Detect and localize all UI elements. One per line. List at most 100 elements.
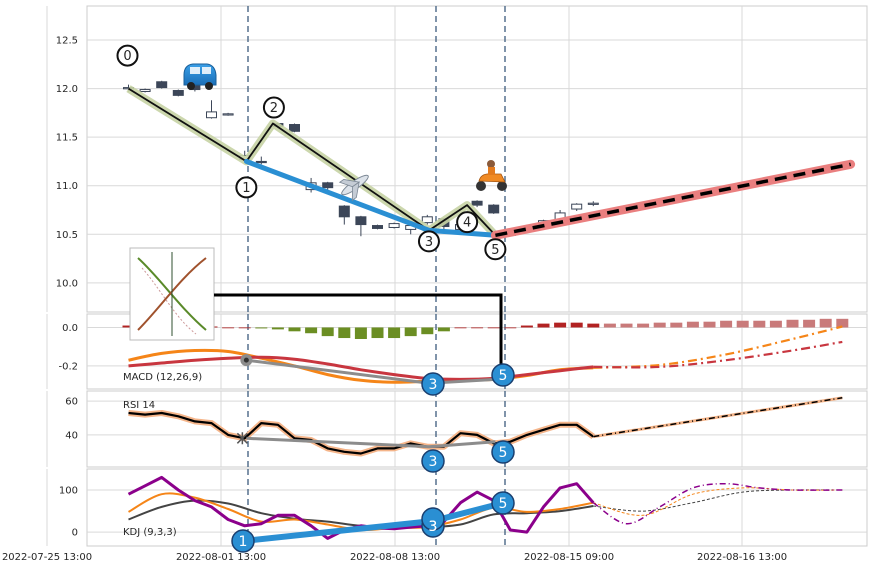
signal-forecast-line — [593, 340, 843, 369]
airplane-wing — [351, 181, 360, 202]
car-wheel — [205, 82, 213, 90]
macd-hist-bar — [736, 320, 749, 328]
candle-body — [421, 216, 433, 224]
macd-hist-bar — [255, 327, 268, 329]
macd-point-label: 5 — [499, 368, 508, 384]
macd-hist-bar — [321, 327, 334, 337]
panel-frame-rsi — [86, 390, 868, 468]
rsi-point-label: 3 — [429, 454, 438, 470]
macd-hist-bar — [603, 323, 616, 328]
macd-hist-bar — [753, 320, 766, 328]
rsi-point-marker — [421, 449, 445, 473]
kdj-j-forecast — [592, 482, 843, 525]
ytick-label-price: 12.0 — [56, 84, 78, 95]
macd-hist-bar — [836, 318, 849, 328]
macd-hist-bar — [803, 319, 816, 328]
candle-body — [139, 89, 151, 92]
zigzag-point-label: 5 — [491, 243, 499, 258]
kdj-point-label: 5 — [499, 496, 508, 512]
macd-hist-bar — [653, 322, 666, 328]
thumbnail-stroke — [141, 267, 197, 335]
ytick-label-price: 11.0 — [56, 181, 78, 192]
macd-hist-bar — [587, 323, 600, 328]
thumbnail-stroke — [137, 257, 207, 331]
signal-line — [128, 355, 594, 381]
xtick-label: 2022-08-16 13:00 — [697, 552, 787, 563]
macd-hist-bar — [703, 321, 716, 328]
macd-hist-bar — [122, 325, 135, 328]
scooter-body — [478, 173, 506, 183]
macd-hist-bar — [404, 327, 417, 337]
candle-body — [471, 200, 483, 206]
zigzag-point-marker — [116, 44, 139, 67]
macd-panel-label: MACD (12,26,9) — [123, 372, 202, 383]
macd-hist-bar — [670, 322, 683, 328]
rsi-point-label: 5 — [499, 445, 508, 461]
macd-hist-bar — [288, 327, 301, 332]
ytick-label-price: 12.5 — [56, 36, 78, 47]
zigzag-point-label: 3 — [425, 235, 433, 250]
macd-hist-bar — [222, 327, 235, 329]
panel-frame-price — [86, 5, 868, 313]
candle-body — [372, 225, 383, 229]
zigzag-point-marker — [262, 96, 285, 119]
macd-hist-bar — [305, 327, 318, 334]
macd-hist-bar — [620, 323, 633, 328]
rsi-point-marker — [491, 440, 515, 464]
candle-body — [338, 205, 350, 218]
candle-body — [488, 204, 500, 214]
candle-body — [587, 202, 599, 205]
ytick-label-price: 11.5 — [56, 133, 78, 144]
macd-hist-bar — [769, 320, 782, 328]
forecast-line — [495, 162, 851, 238]
kdj-point-marker — [231, 529, 255, 553]
rider-head — [487, 160, 495, 168]
macd-hist-bar — [238, 327, 251, 329]
rsi-star-marker — [236, 432, 248, 445]
kdj-point-label: 3 — [429, 519, 438, 535]
macd-hist-bar — [338, 327, 351, 339]
trend-path-blue — [243, 158, 498, 238]
candle-body — [289, 124, 300, 132]
macd-hist-bar — [554, 322, 567, 328]
kdj-k-forecast — [593, 487, 843, 516]
scooter-icon — [476, 160, 507, 191]
xtick-label: 2022-08-08 13:00 — [350, 552, 440, 563]
ytick-label-macd: 0.0 — [62, 323, 78, 334]
ytick-label-rsi: 40 — [65, 430, 78, 441]
zigzag-point-marker — [417, 230, 440, 253]
ytick-label-price: 10.0 — [56, 278, 78, 289]
candle-body — [571, 203, 583, 210]
macd-point-marker — [421, 372, 445, 396]
connector-line — [214, 293, 503, 375]
macd-hist-bar — [720, 320, 733, 328]
macd-point-label: 3 — [429, 377, 438, 393]
macd-hist-bar — [637, 323, 650, 328]
kdj-panel-label: KDJ (9,3,3) — [123, 527, 177, 538]
zigzag-point-marker — [235, 176, 258, 199]
zigzag-point-marker — [456, 211, 479, 234]
rider-torso — [488, 167, 495, 175]
macd-hist-bar — [388, 327, 401, 339]
macd-hist-bar — [437, 327, 450, 332]
ytick-label-rsi: 60 — [65, 397, 78, 408]
car-window — [202, 67, 211, 74]
macd-hist-bar — [471, 327, 484, 329]
car-wheel — [187, 82, 195, 90]
airplane-icon — [338, 174, 369, 202]
kdj-point-marker — [421, 507, 445, 531]
candle-body — [388, 223, 400, 228]
candle-body — [255, 160, 267, 164]
kdj-point-label: 3 — [429, 519, 438, 535]
kdj-point-marker — [491, 491, 515, 515]
macd-hist-bar — [570, 322, 583, 328]
zigzag-point-label: 0 — [123, 49, 131, 64]
macd-hist-bar — [819, 318, 832, 328]
macd-hist-bar — [454, 327, 467, 329]
zigzag-line — [128, 87, 497, 236]
candle-body — [355, 216, 367, 226]
candle-body — [156, 81, 168, 89]
rsi-forecast-line — [593, 397, 843, 438]
